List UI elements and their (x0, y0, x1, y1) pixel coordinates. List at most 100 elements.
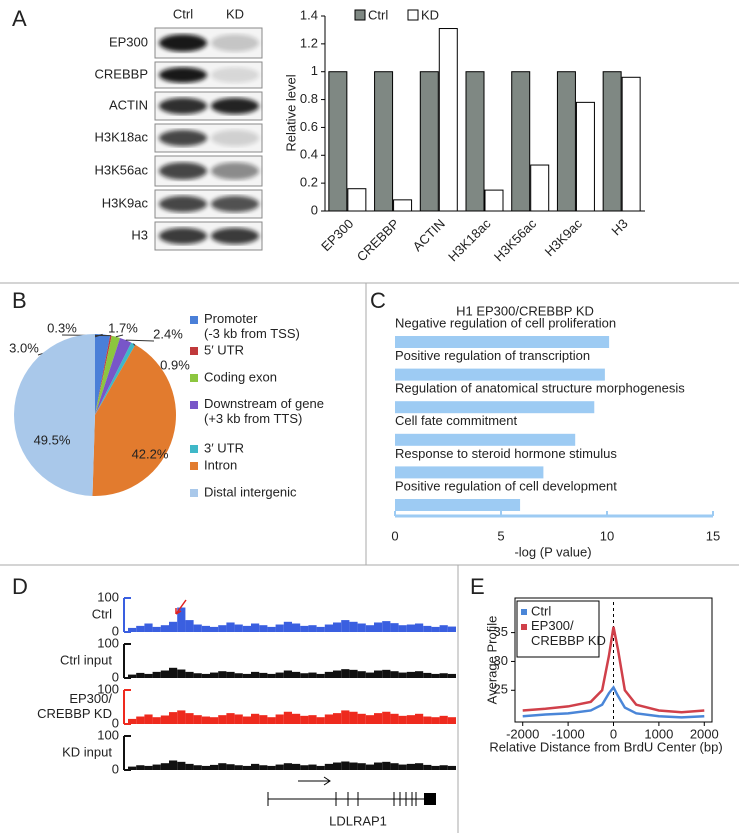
signal-bar (210, 764, 219, 770)
signal-bar (201, 625, 210, 632)
blot-row-label: EP300 (109, 34, 148, 49)
slice-label: 0.9% (160, 357, 190, 372)
signal-bar (193, 624, 202, 632)
signal-bar (283, 621, 292, 632)
legend-swatch (190, 401, 198, 409)
signal-bar (406, 763, 415, 770)
signal-bar (382, 711, 391, 724)
pie-slice (95, 335, 121, 415)
legend-label: Ctrl (368, 7, 388, 22)
signal-bar (242, 765, 251, 770)
legend-label: 3′ UTR (204, 440, 244, 455)
signal-bar (152, 717, 161, 724)
signal-bar (382, 621, 391, 632)
signal-bar (398, 764, 407, 770)
x-tick-label: 10 (600, 528, 614, 543)
signal-bar (341, 710, 350, 724)
signal-bar (365, 625, 374, 632)
signal-bar (406, 624, 415, 632)
bar (419, 71, 439, 212)
signal-bar (234, 765, 243, 770)
y-tick-label: 100 (97, 727, 119, 742)
bar (511, 71, 531, 212)
pie-slice (92, 344, 176, 496)
legend-swatch (190, 347, 198, 355)
blot-band (159, 129, 207, 147)
signal-bar (316, 673, 325, 678)
signal-bar (357, 623, 366, 632)
y-tick-label: 0.6 (300, 119, 318, 134)
signal-bar (177, 669, 186, 678)
signal-bar (439, 715, 448, 724)
signal-bar (283, 711, 292, 724)
strand-arrow (298, 776, 331, 786)
signal-bar (447, 717, 456, 724)
legend-swatch (190, 374, 198, 382)
chart-title: H1 EP300/CREBBP KD (456, 303, 594, 318)
track-label: KD input (62, 744, 112, 759)
signal-bar (267, 765, 276, 770)
bar (602, 71, 622, 212)
bar (395, 401, 595, 414)
category-label: Regulation of anatomical structure morph… (395, 381, 685, 396)
x-tick-label: EP300 (318, 216, 356, 254)
signal-bar (177, 710, 186, 724)
signal-bar (374, 670, 383, 678)
signal-bar (218, 625, 227, 632)
y-axis-title: Average Profile (484, 616, 499, 705)
legend-swatch (521, 609, 527, 615)
panel-label: D (12, 574, 28, 599)
signal-bar (333, 622, 342, 632)
signal-bar (259, 625, 268, 632)
signal-bar (300, 715, 309, 724)
signal-bar (447, 673, 456, 678)
signal-bar (300, 765, 309, 770)
signal-bar (259, 672, 268, 678)
signal-bar (365, 715, 374, 724)
legend-label: Coding exon (204, 369, 277, 384)
signal-bar (242, 673, 251, 678)
signal-bar (349, 621, 358, 632)
bar (395, 433, 576, 446)
signal-bar (439, 765, 448, 770)
legend-swatch (354, 9, 366, 21)
signal-bar (398, 672, 407, 678)
x-tick-label: H3K56ac (491, 216, 540, 265)
signal-bar (341, 669, 350, 678)
signal-bar (144, 765, 153, 770)
category-label: Negative regulation of cell proliferatio… (395, 315, 616, 330)
bar (621, 76, 641, 212)
signal-bar (406, 671, 415, 678)
y-tick-label: 0 (311, 202, 318, 217)
legend-label: KD (421, 7, 439, 22)
bar (465, 71, 485, 212)
pie-slice (95, 335, 112, 415)
signal-bar (160, 715, 169, 724)
category-label: Positive regulation of transcription (395, 348, 590, 363)
signal-bar (415, 763, 424, 770)
bar (484, 189, 504, 212)
y-tick-label: 100 (97, 589, 119, 604)
signal-bar (423, 764, 432, 770)
signal-bar (152, 764, 161, 770)
blot-row-label: H3 (131, 227, 148, 242)
signal-bar (324, 763, 333, 770)
signal-bar (242, 716, 251, 724)
slice-label: 1.7% (108, 320, 138, 335)
y-tick-label: 1 (311, 63, 318, 78)
panel-label: A (12, 6, 27, 31)
bar (575, 101, 595, 212)
blot-band (211, 129, 259, 147)
x-tick-label: ACTIN (410, 216, 448, 254)
signal-bar (169, 712, 178, 724)
signal-bar (160, 625, 169, 632)
highlight-arrow (175, 599, 187, 615)
slice-label: 42.2% (132, 446, 169, 461)
bar (395, 466, 544, 479)
legend-swatch (190, 462, 198, 470)
y-tick-label: 100 (97, 635, 119, 650)
blot-band (159, 227, 207, 245)
blot-band (211, 227, 259, 245)
signal-bar (128, 674, 137, 678)
signal-bar (357, 713, 366, 724)
